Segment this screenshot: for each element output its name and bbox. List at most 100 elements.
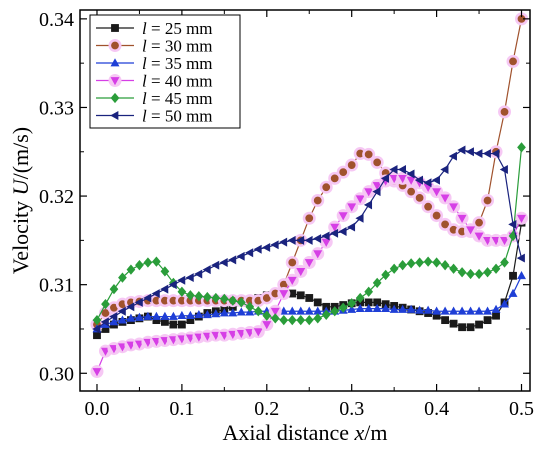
data-point: [143, 293, 152, 303]
data-point: [185, 310, 195, 320]
data-point: [449, 203, 459, 212]
data-point: [322, 183, 331, 192]
data-point: [457, 145, 466, 155]
data-point: [168, 336, 178, 345]
data-point: [92, 314, 102, 326]
data-point: [126, 264, 136, 275]
data-point: [508, 288, 518, 297]
data-point: [160, 311, 170, 320]
legend-label: l = 50 mm: [142, 107, 213, 126]
data-point: [423, 256, 433, 267]
data-point: [109, 283, 119, 295]
y-tick-label: 0.30: [39, 363, 74, 385]
x-axis-label: Axial distance x/m: [223, 420, 388, 445]
data-point: [126, 341, 136, 350]
data-point: [458, 323, 466, 332]
legend-var: l: [142, 19, 147, 38]
data-point: [296, 306, 306, 315]
data-point: [474, 232, 484, 241]
data-point: [457, 214, 467, 223]
data-point: [406, 169, 415, 179]
data-point: [287, 306, 297, 315]
data-point: [160, 284, 169, 294]
data-point: [219, 293, 229, 304]
data-point: [177, 320, 186, 329]
data-point: [185, 334, 195, 343]
data-point: [414, 175, 423, 185]
data-point: [160, 337, 170, 346]
x-tick-label: 0.4: [424, 398, 449, 420]
data-point: [296, 314, 306, 326]
legend-marker: [110, 58, 120, 67]
data-point: [329, 228, 339, 238]
data-point: [500, 237, 509, 246]
data-point: [228, 330, 238, 340]
data-point: [500, 107, 509, 116]
series-5: [92, 142, 526, 326]
data-point: [168, 311, 178, 320]
axis-ticks: 0.0 0.1 0.2 0.3 0.4 0.5 0.30 0.31 0.32 0.33 0.34: [39, 9, 534, 420]
legend-var: l: [142, 89, 147, 108]
data-point: [117, 343, 127, 352]
data-point: [304, 306, 314, 315]
data-point: [305, 294, 314, 302]
data-point: [508, 219, 517, 229]
data-point: [253, 306, 263, 317]
data-point: [109, 312, 118, 322]
data-point: [364, 286, 374, 297]
data-point: [372, 182, 382, 191]
data-point: [168, 280, 177, 290]
data-point: [270, 307, 280, 317]
data-point: [474, 306, 484, 315]
data-point: [415, 257, 424, 268]
data-point: [347, 298, 357, 309]
data-point: [219, 308, 229, 317]
legend-label: l = 25 mm: [142, 19, 213, 38]
data-point: [441, 220, 449, 229]
legend-value: = 30 mm: [147, 37, 213, 56]
data-point: [143, 257, 153, 268]
legend: l = 25 mml = 30 mml = 35 mml = 40 mml = …: [89, 14, 241, 129]
data-point: [330, 174, 339, 183]
data-point: [398, 174, 408, 184]
data-point: [219, 331, 229, 340]
data-point: [151, 311, 161, 320]
x-tick-label: 0.0: [84, 398, 109, 420]
data-point: [483, 237, 493, 246]
data-point: [380, 173, 390, 183]
data-point: [406, 304, 416, 313]
data-point: [295, 235, 305, 245]
data-point: [492, 311, 500, 320]
data-point: [432, 188, 442, 197]
data-point: [449, 263, 458, 274]
data-point: [355, 292, 365, 304]
data-point: [117, 315, 127, 324]
data-point: [228, 295, 238, 306]
data-point: [313, 313, 323, 324]
y-tick-label: 0.31: [39, 275, 74, 297]
data-point: [474, 149, 483, 159]
data-point: [457, 267, 467, 278]
data-point: [372, 187, 381, 197]
data-point: [517, 214, 526, 223]
data-point: [134, 297, 143, 307]
data-point: [313, 298, 322, 307]
data-point: [499, 165, 508, 174]
data-point: [415, 193, 424, 202]
data-point: [338, 227, 347, 236]
data-point: [372, 277, 382, 289]
series-3: [92, 271, 526, 333]
data-point: [152, 256, 161, 267]
data-point: [355, 303, 365, 312]
data-point: [415, 305, 425, 314]
data-point: [440, 306, 450, 315]
legend-value: = 25 mm: [147, 19, 213, 38]
data-point: [491, 237, 501, 246]
data-point: [194, 291, 204, 302]
data-point: [381, 303, 391, 312]
data-point: [364, 188, 374, 197]
data-point: [134, 340, 144, 349]
data-point: [441, 316, 449, 325]
x-tick-label: 0.5: [509, 398, 534, 420]
